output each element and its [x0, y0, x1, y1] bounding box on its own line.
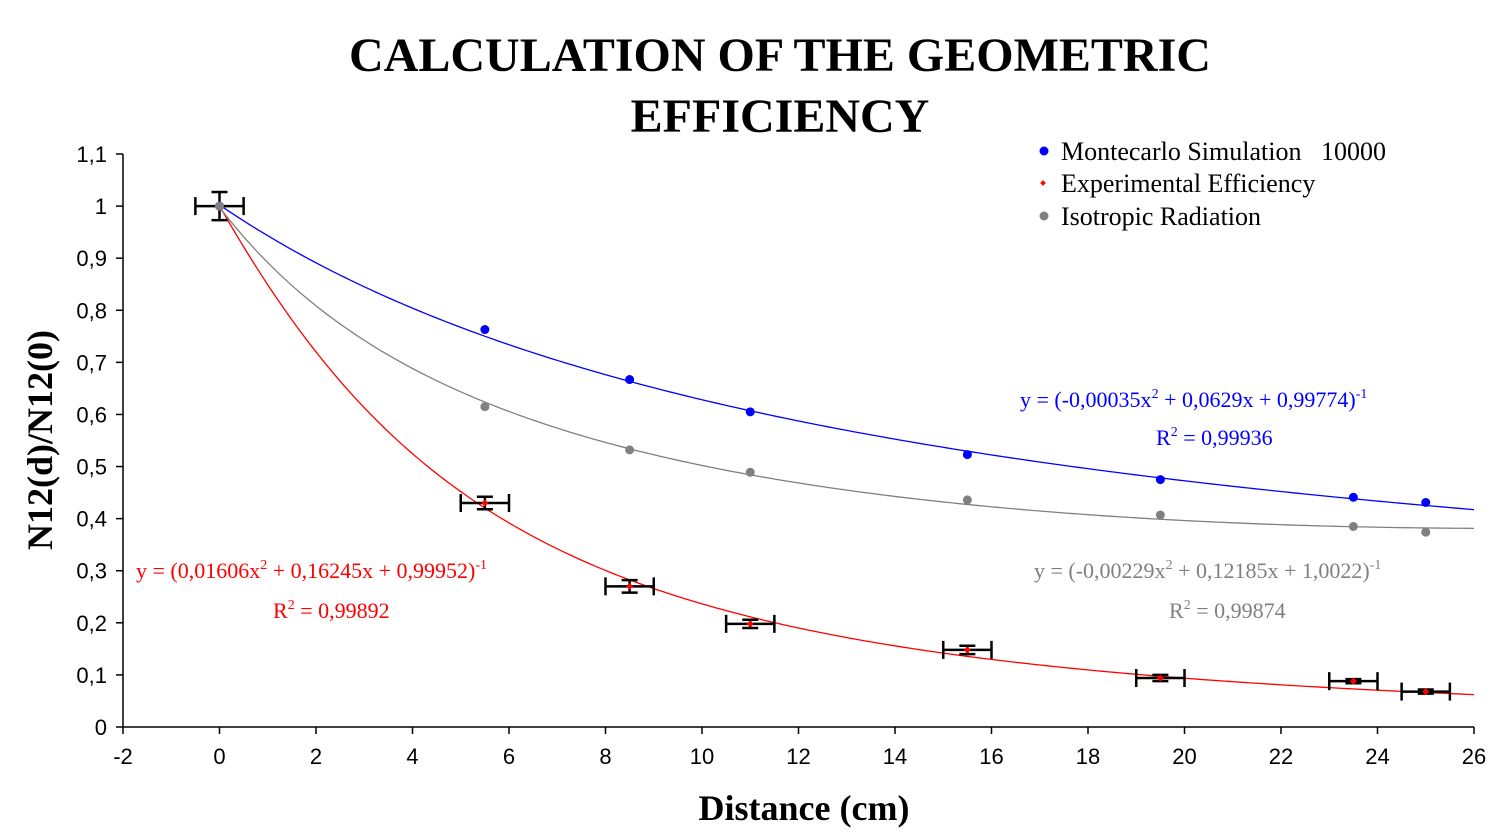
x-tick-label: 0	[213, 744, 225, 769]
y-tick-label: 0,7	[76, 350, 107, 375]
y-axis-label: N12(d)/N12(0)	[20, 330, 60, 550]
y-tick-label: 0,2	[76, 611, 107, 636]
x-axis-label: Distance (cm)	[699, 788, 910, 828]
x-tick-label: 24	[1365, 744, 1389, 769]
y-tick-label: 1	[95, 194, 107, 219]
montecarlo-fit-equation: y = (-0,00035x2 + 0,0629x + 0,99774)-1	[1020, 387, 1367, 412]
isotropic-point	[1155, 510, 1165, 520]
montecarlo-r-squared: R2 = 0,99936	[1156, 425, 1273, 450]
annotation-montecarlo-fit: y = (-0,00035x2 + 0,0629x + 0,99774)-1 R…	[1020, 387, 1367, 450]
experimental-point	[481, 499, 489, 507]
y-tick-label: 0,8	[76, 298, 107, 323]
y-axis-ticks: 0 0,1 0,2 0,3 0,4 0,5 0,6 0,7 0,8 0,9 1 1,1	[76, 142, 123, 740]
legend-marker-montecarlo	[1039, 146, 1049, 156]
experimental-fit-curve	[218, 205, 1475, 696]
isotropic-r-squared: R2 = 0,99874	[1169, 598, 1286, 623]
montecarlo-fit-curve	[219, 204, 1475, 511]
x-tick-label: 10	[690, 744, 714, 769]
x-tick-label: 4	[406, 744, 418, 769]
y-tick-label: 0,1	[76, 663, 107, 688]
x-tick-label: 20	[1172, 744, 1196, 769]
x-tick-label: 2	[310, 744, 322, 769]
experimental-r-squared: R2 = 0,99892	[273, 598, 390, 623]
x-tick-label: 12	[786, 744, 810, 769]
montecarlo-point	[745, 407, 755, 417]
x-tick-label: 18	[1076, 744, 1100, 769]
y-tick-label: 0,3	[76, 559, 107, 584]
legend-marker-isotropic	[1039, 211, 1049, 221]
montecarlo-point	[1348, 492, 1358, 502]
isotropic-point	[962, 495, 972, 505]
montecarlo-point	[1421, 497, 1431, 507]
legend-marker-experimental	[1040, 180, 1046, 186]
y-tick-label: 0,6	[76, 402, 107, 427]
x-tick-label: 14	[883, 744, 907, 769]
y-tick-label: 0,9	[76, 246, 107, 271]
montecarlo-point	[962, 450, 972, 460]
isotropic-fit-equation: y = (-0,00229x2 + 0,12185x + 1,0022)-1	[1034, 558, 1381, 583]
y-tick-label: 0,5	[76, 455, 107, 480]
montecarlo-point	[625, 375, 635, 385]
isotropic-point	[215, 201, 224, 211]
annotation-experimental-fit: y = (0,01606x2 + 0,16245x + 0,99952)-1 R…	[136, 558, 487, 623]
x-tick-label: -2	[113, 744, 133, 769]
experimental-point	[963, 646, 971, 654]
annotation-isotropic-fit: y = (-0,00229x2 + 0,12185x + 1,0022)-1 R…	[1034, 558, 1381, 623]
y-tick-label: 1,1	[76, 142, 107, 167]
isotropic-point	[1348, 521, 1358, 531]
x-tick-label: 16	[979, 744, 1003, 769]
chart-title-line-1: CALCULATION OF THE GEOMETRIC	[349, 29, 1211, 82]
isotropic-point	[480, 402, 490, 412]
x-tick-label: 22	[1269, 744, 1293, 769]
experimental-fit-equation: y = (0,01606x2 + 0,16245x + 0,99952)-1	[136, 558, 487, 583]
x-axis-ticks: -2 0 2 4 6 8 10 12 14 16 18 20 22 24 26	[113, 727, 1486, 769]
legend-label-experimental: Experimental Efficiency	[1061, 169, 1315, 198]
montecarlo-point	[1155, 475, 1165, 485]
isotropic-point	[745, 467, 755, 477]
x-tick-label: 8	[599, 744, 611, 769]
x-tick-label: 6	[503, 744, 515, 769]
montecarlo-point	[480, 325, 490, 335]
legend-label-montecarlo: Montecarlo Simulation 10000	[1061, 137, 1386, 166]
chart-title-line-2: EFFICIENCY	[631, 90, 930, 143]
experimental-point	[626, 582, 634, 590]
legend-label-isotropic: Isotropic Radiation	[1061, 202, 1261, 231]
fit-curves	[218, 204, 1475, 696]
isotropic-fit-curve	[218, 206, 1475, 529]
experimental-point	[746, 620, 754, 628]
legend: Montecarlo Simulation 10000 Experimental…	[1039, 137, 1386, 231]
isotropic-point	[1421, 527, 1431, 537]
y-tick-label: 0,4	[76, 507, 107, 532]
isotropic-point	[625, 445, 635, 455]
y-tick-label: 0	[95, 715, 107, 740]
x-tick-label: 26	[1462, 744, 1486, 769]
